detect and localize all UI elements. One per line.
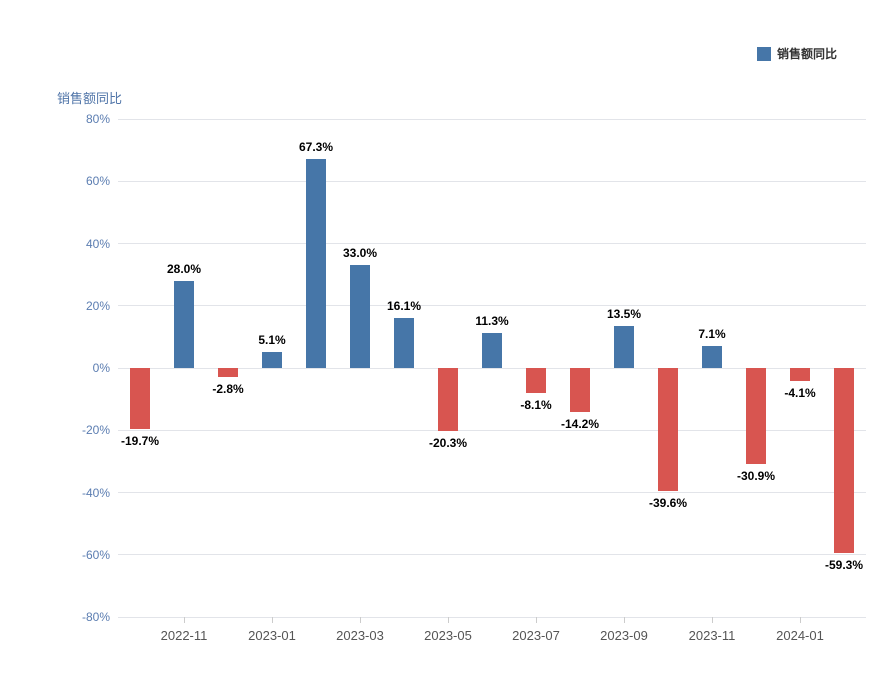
bar-value-label: 11.3% [475, 313, 509, 328]
gridline [118, 554, 866, 556]
bar[interactable] [482, 332, 502, 368]
y-axis-tick-label: 80% [85, 112, 110, 126]
bar[interactable] [218, 368, 238, 377]
y-axis-tick-label: -40% [81, 485, 110, 500]
x-axis-tick-label: 2023-07 [512, 628, 560, 643]
y-axis-tick-label: 0% [92, 361, 110, 375]
bar-value-label: -30.9% [736, 469, 776, 484]
bar-value-label: -20.3% [428, 436, 468, 451]
bar-value-label: 16.1% [386, 298, 422, 313]
x-axis-tick-label: 2024-01 [776, 628, 824, 643]
bar[interactable] [438, 368, 458, 432]
legend-swatch-icon [757, 46, 771, 61]
x-axis-tick-label: 2023-11 [688, 628, 736, 643]
gridline [118, 492, 866, 493]
gridline [118, 616, 866, 618]
gridline [118, 305, 866, 307]
x-axis-tick-mark [184, 617, 185, 623]
gridline [118, 180, 866, 182]
bar-value-label: -4.1% [784, 385, 816, 400]
bar-value-label: -8.1% [520, 398, 552, 413]
bar[interactable] [834, 368, 854, 553]
gridline [118, 429, 866, 431]
bar[interactable] [306, 158, 326, 368]
x-axis-tick-mark [272, 617, 273, 623]
legend-label: 销售额同比 [777, 47, 838, 61]
bar-value-label: 67.3% [298, 139, 334, 154]
y-axis-tick-label: -20% [81, 423, 110, 438]
bar[interactable] [790, 368, 810, 381]
y-axis-tick-label: -80% [81, 610, 110, 624]
bar-value-label: -2.8% [212, 381, 244, 396]
bar-value-label: -59.3% [824, 557, 864, 572]
legend-item[interactable]: 销售额同比 [757, 45, 837, 62]
x-axis-tick-mark [712, 617, 713, 623]
x-axis-tick-mark [448, 617, 449, 623]
x-axis-tick-mark [360, 617, 361, 623]
x-axis-tick-mark [536, 617, 537, 623]
bar-value-label: -39.6% [648, 496, 688, 511]
bar[interactable] [614, 325, 634, 368]
x-axis-tick-label: 2023-05 [424, 628, 472, 643]
y-axis-tick-label: 60% [85, 174, 110, 189]
bar[interactable] [262, 352, 282, 368]
bar-value-label: 33.0% [342, 246, 378, 261]
bar-value-label: 7.1% [698, 326, 726, 341]
x-axis-tick-mark [624, 617, 625, 623]
bar[interactable] [658, 368, 678, 492]
x-axis-tick-label: 2023-01 [248, 628, 296, 643]
bar[interactable] [702, 345, 722, 368]
x-axis-tick-label: 2023-09 [600, 628, 648, 643]
bar-value-label: 13.5% [606, 306, 642, 321]
y-axis-tick-label: -60% [81, 547, 110, 562]
bar-value-label: 28.0% [166, 261, 202, 276]
gridline [118, 367, 866, 369]
gridline [118, 118, 866, 120]
bar[interactable] [394, 317, 414, 368]
bar-value-label: 5.1% [258, 333, 286, 348]
y-axis-tick-label: 20% [85, 298, 110, 313]
y-axis-tick-label: 40% [85, 236, 110, 251]
bar-value-label: -19.7% [120, 434, 160, 449]
bar[interactable] [570, 368, 590, 413]
x-axis-tick-label: 2023-03 [336, 628, 384, 643]
chart-title: 销售额同比 [57, 91, 123, 106]
x-axis-tick-mark [800, 617, 801, 623]
gridline [118, 243, 866, 244]
bar[interactable] [746, 368, 766, 465]
x-axis-tick-label: 2022-11 [160, 628, 208, 643]
bar[interactable] [526, 368, 546, 394]
bar-value-label: -14.2% [560, 417, 600, 432]
bar[interactable] [350, 265, 370, 368]
bar[interactable] [174, 280, 194, 368]
bar[interactable] [130, 368, 150, 430]
